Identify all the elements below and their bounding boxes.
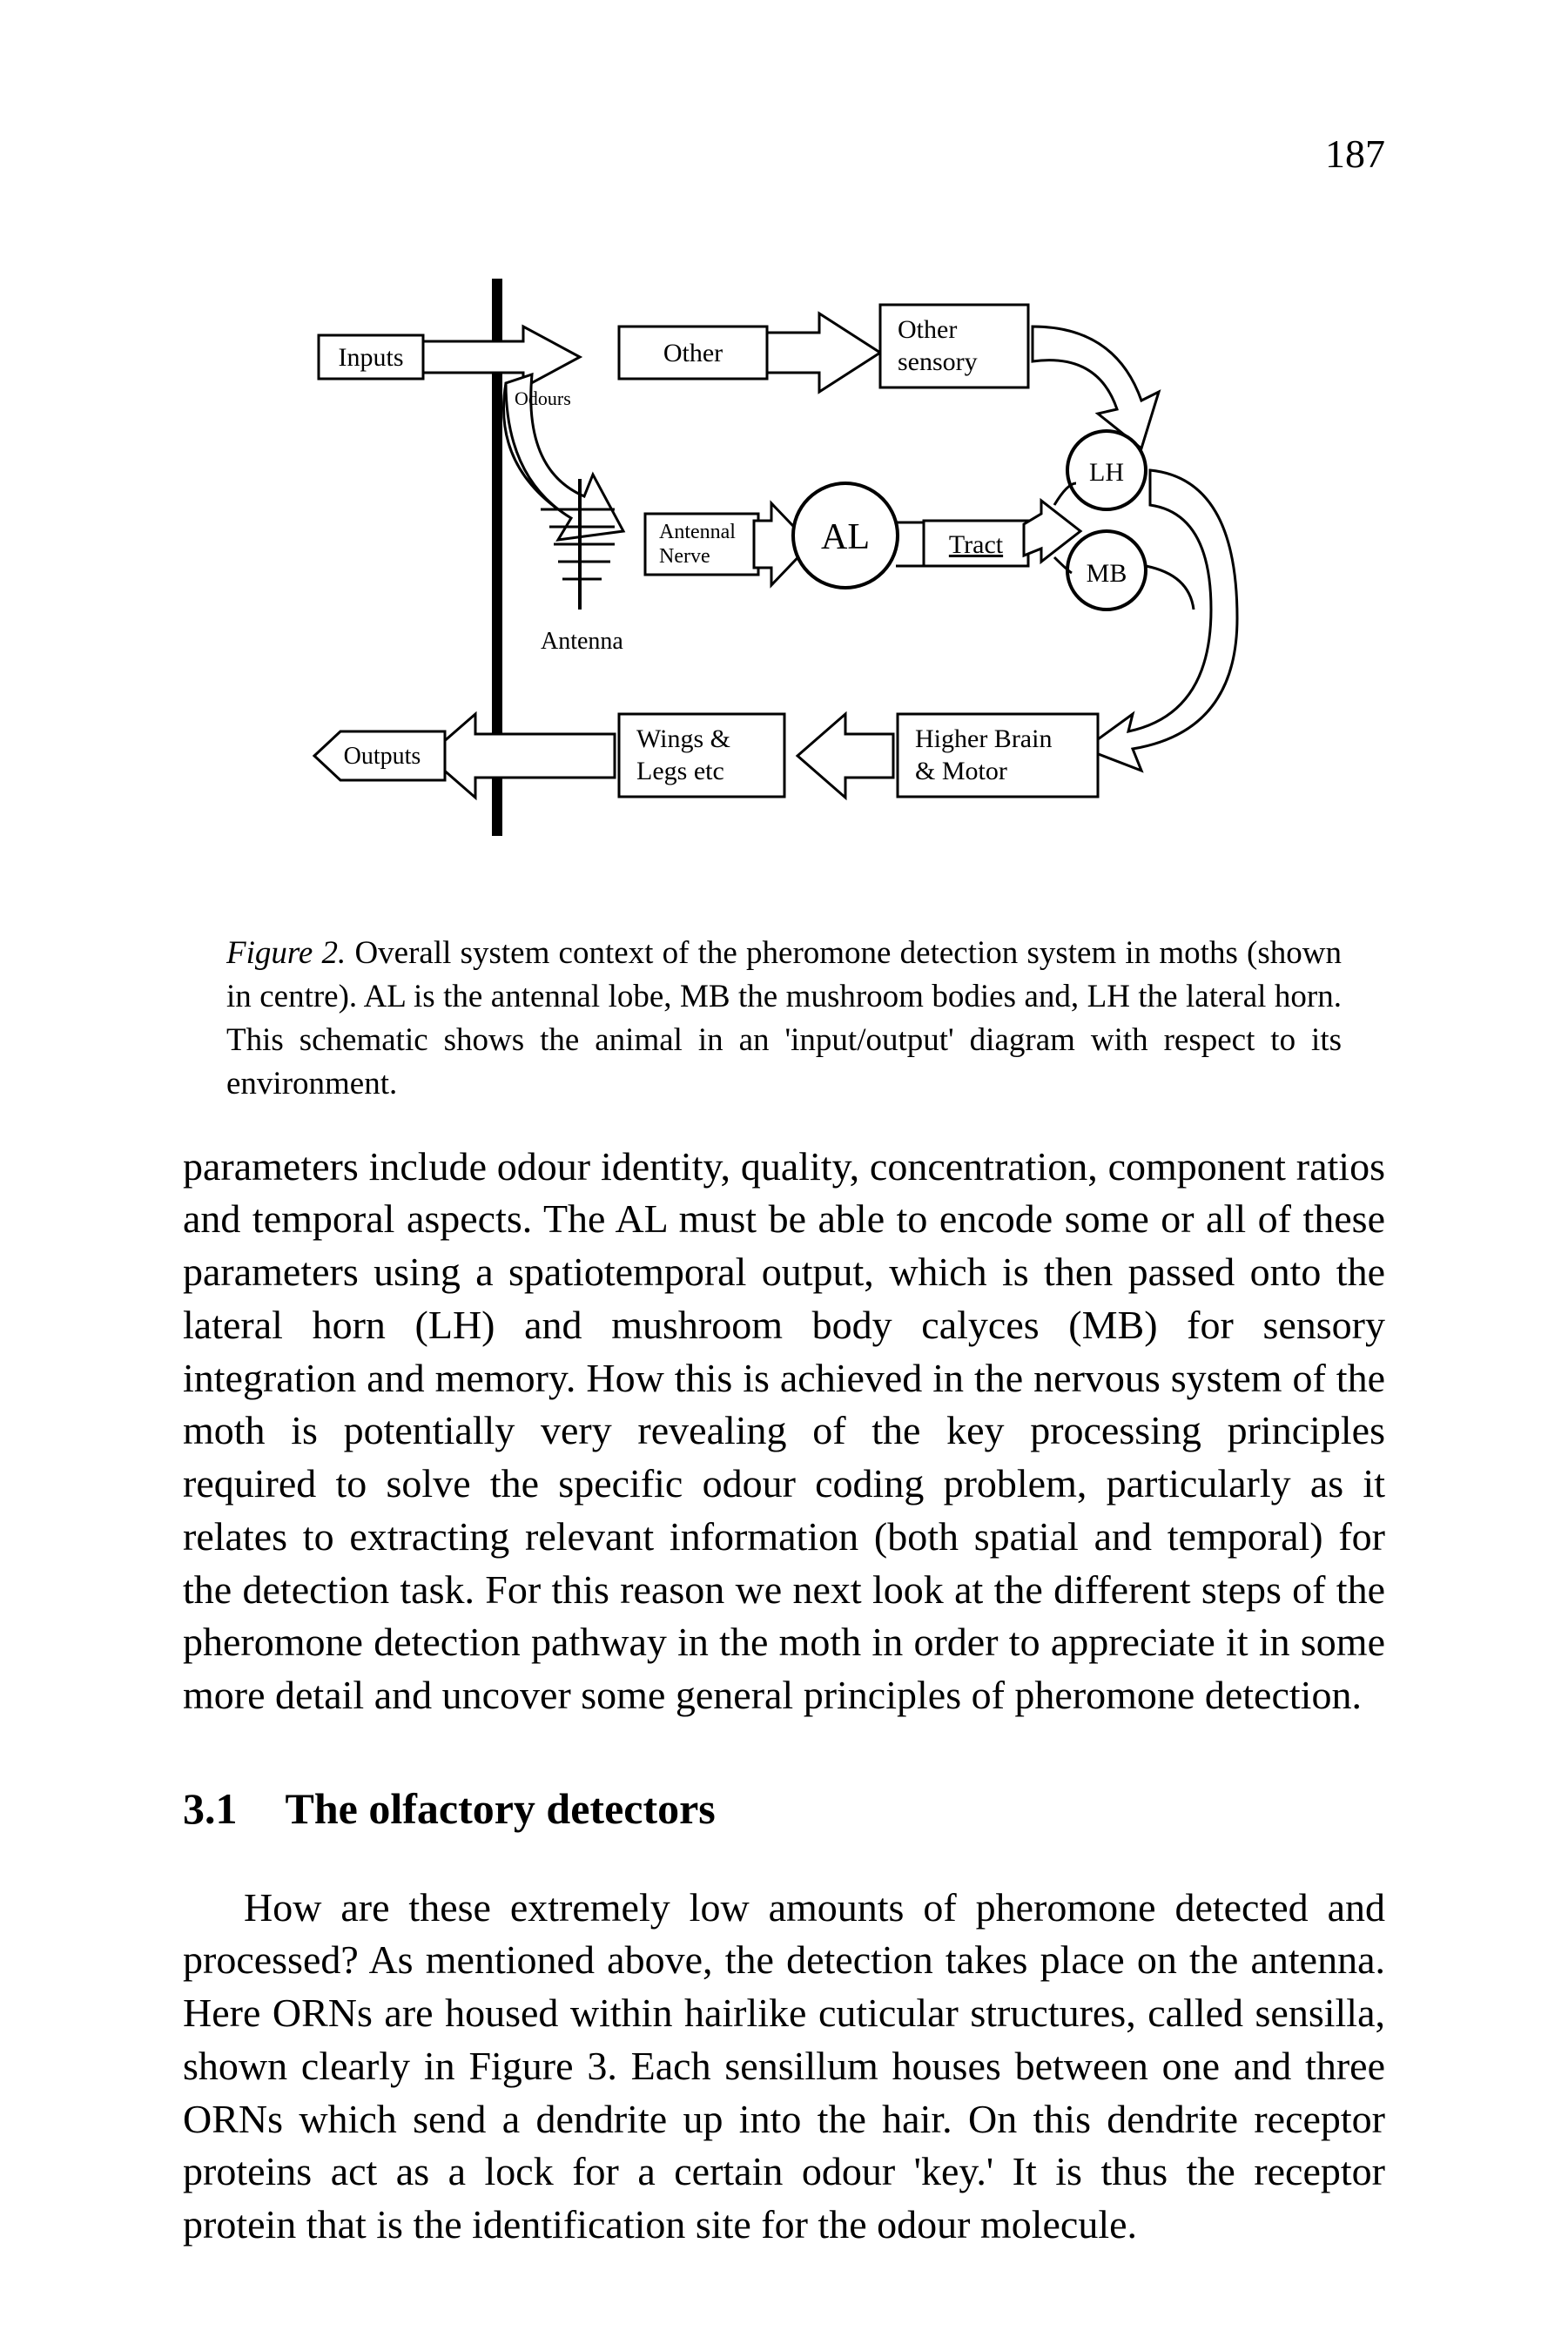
node-other-sensory-l1: Other bbox=[898, 315, 957, 344]
node-other-sensory-l2: sensory bbox=[898, 347, 978, 376]
node-mb-label: MB bbox=[1086, 559, 1127, 588]
edge-odours-label: Odours bbox=[515, 387, 571, 409]
section-number: 3.1 bbox=[183, 1783, 238, 1834]
node-al-label: AL bbox=[821, 517, 870, 557]
node-outputs-label: Outputs bbox=[343, 743, 421, 770]
body-paragraph-2: How are these extremely low amounts of p… bbox=[183, 1882, 1385, 2252]
figure-2-caption-label: Figure 2. bbox=[226, 935, 346, 971]
node-lh-label: LH bbox=[1089, 458, 1124, 487]
node-higher-brain-l1: Higher Brain bbox=[915, 724, 1052, 753]
page-number: 187 bbox=[1325, 131, 1385, 177]
body-paragraph-1: parameters include odour identity, quali… bbox=[183, 1141, 1385, 1722]
node-antenna-label: Antenna bbox=[541, 628, 623, 655]
figure-2-caption-text: Overall system context of the pheromone … bbox=[226, 935, 1342, 1101]
node-antennal-nerve-l1: Antennal bbox=[659, 521, 736, 543]
page: 187 Inputs Odours Other Other sensory bbox=[0, 0, 1568, 2351]
section-heading-3-1: 3.1 The olfactory detectors bbox=[183, 1783, 1385, 1834]
node-antennal-nerve-l2: Nerve bbox=[659, 545, 710, 568]
node-wings-l2: Legs etc bbox=[636, 757, 724, 785]
node-other-label: Other bbox=[663, 339, 722, 367]
figure-2-svg: Inputs Odours Other Other sensory bbox=[271, 244, 1298, 871]
section-title: The olfactory detectors bbox=[286, 1783, 716, 1834]
figure-2: Inputs Odours Other Other sensory bbox=[183, 244, 1385, 1106]
node-wings-l1: Wings & bbox=[636, 724, 730, 753]
figure-2-caption: Figure 2. Overall system context of the … bbox=[183, 932, 1385, 1106]
node-tract-label: Tract bbox=[948, 530, 1003, 559]
node-higher-brain-l2: & Motor bbox=[915, 757, 1007, 785]
node-inputs-label: Inputs bbox=[338, 343, 403, 372]
